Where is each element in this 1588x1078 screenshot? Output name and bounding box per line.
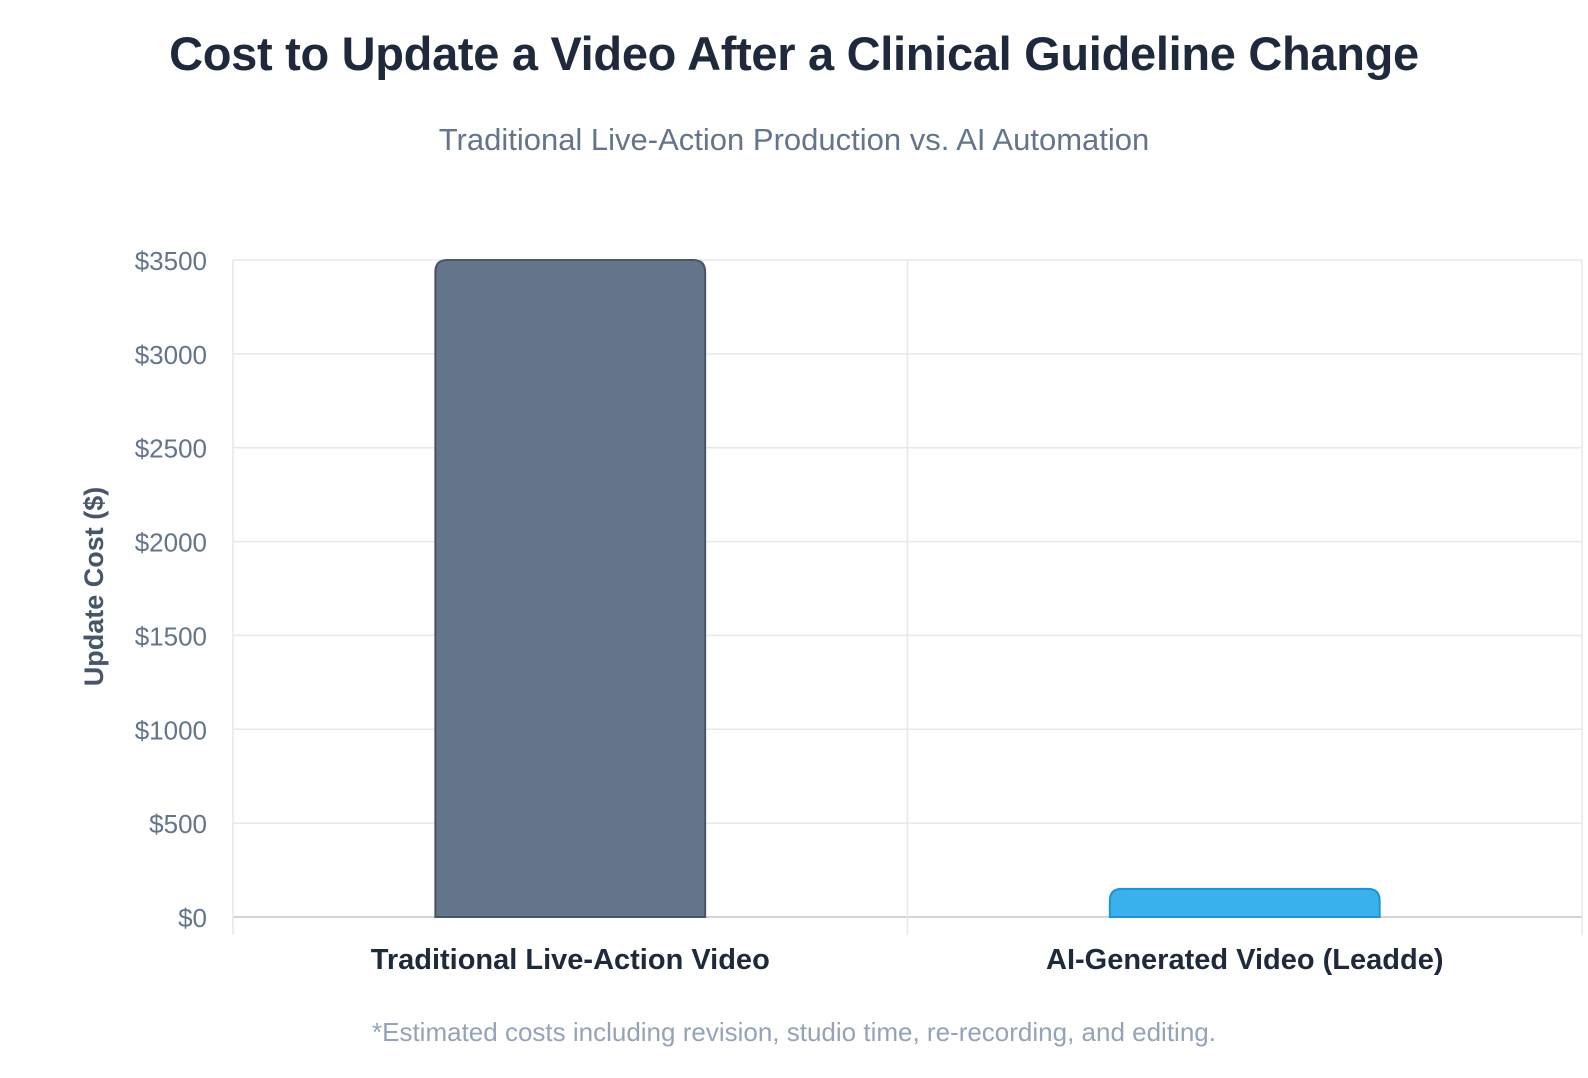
y-tick-label: $3000 xyxy=(135,340,207,370)
bar-2 xyxy=(1108,887,1381,918)
y-tick-label: $500 xyxy=(149,809,207,839)
bars xyxy=(434,259,1381,918)
chart-footnote: *Estimated costs including revision, stu… xyxy=(372,1017,1216,1047)
x-tick-label: AI-Generated Video (Leadde) xyxy=(1046,944,1444,976)
chart-title: Cost to Update a Video After a Clinical … xyxy=(169,27,1419,80)
y-tick-label: $3500 xyxy=(135,246,207,276)
y-tick-label: $2000 xyxy=(135,528,207,558)
y-tick-label: $1000 xyxy=(135,715,207,745)
y-axis-label: Update Cost ($) xyxy=(79,487,109,687)
y-tick-label: $1500 xyxy=(135,621,207,651)
bar-1 xyxy=(434,259,707,918)
bar-chart: $0 $500 $1000 $1500 $2000 $2500 $3000 $3500 Tra… xyxy=(79,246,1583,976)
y-tick-label: $2500 xyxy=(135,434,207,464)
y-axis-ticks: $0 $500 $1000 $1500 $2000 $2500 $3000 $3500 xyxy=(135,246,207,933)
x-tick-label: Traditional Live-Action Video xyxy=(371,944,770,976)
chart-subtitle: Traditional Live-Action Production vs. A… xyxy=(438,122,1150,157)
x-axis-ticks: Traditional Live-Action Video AI-Generate… xyxy=(371,944,1444,976)
y-tick-label: $0 xyxy=(178,903,207,933)
